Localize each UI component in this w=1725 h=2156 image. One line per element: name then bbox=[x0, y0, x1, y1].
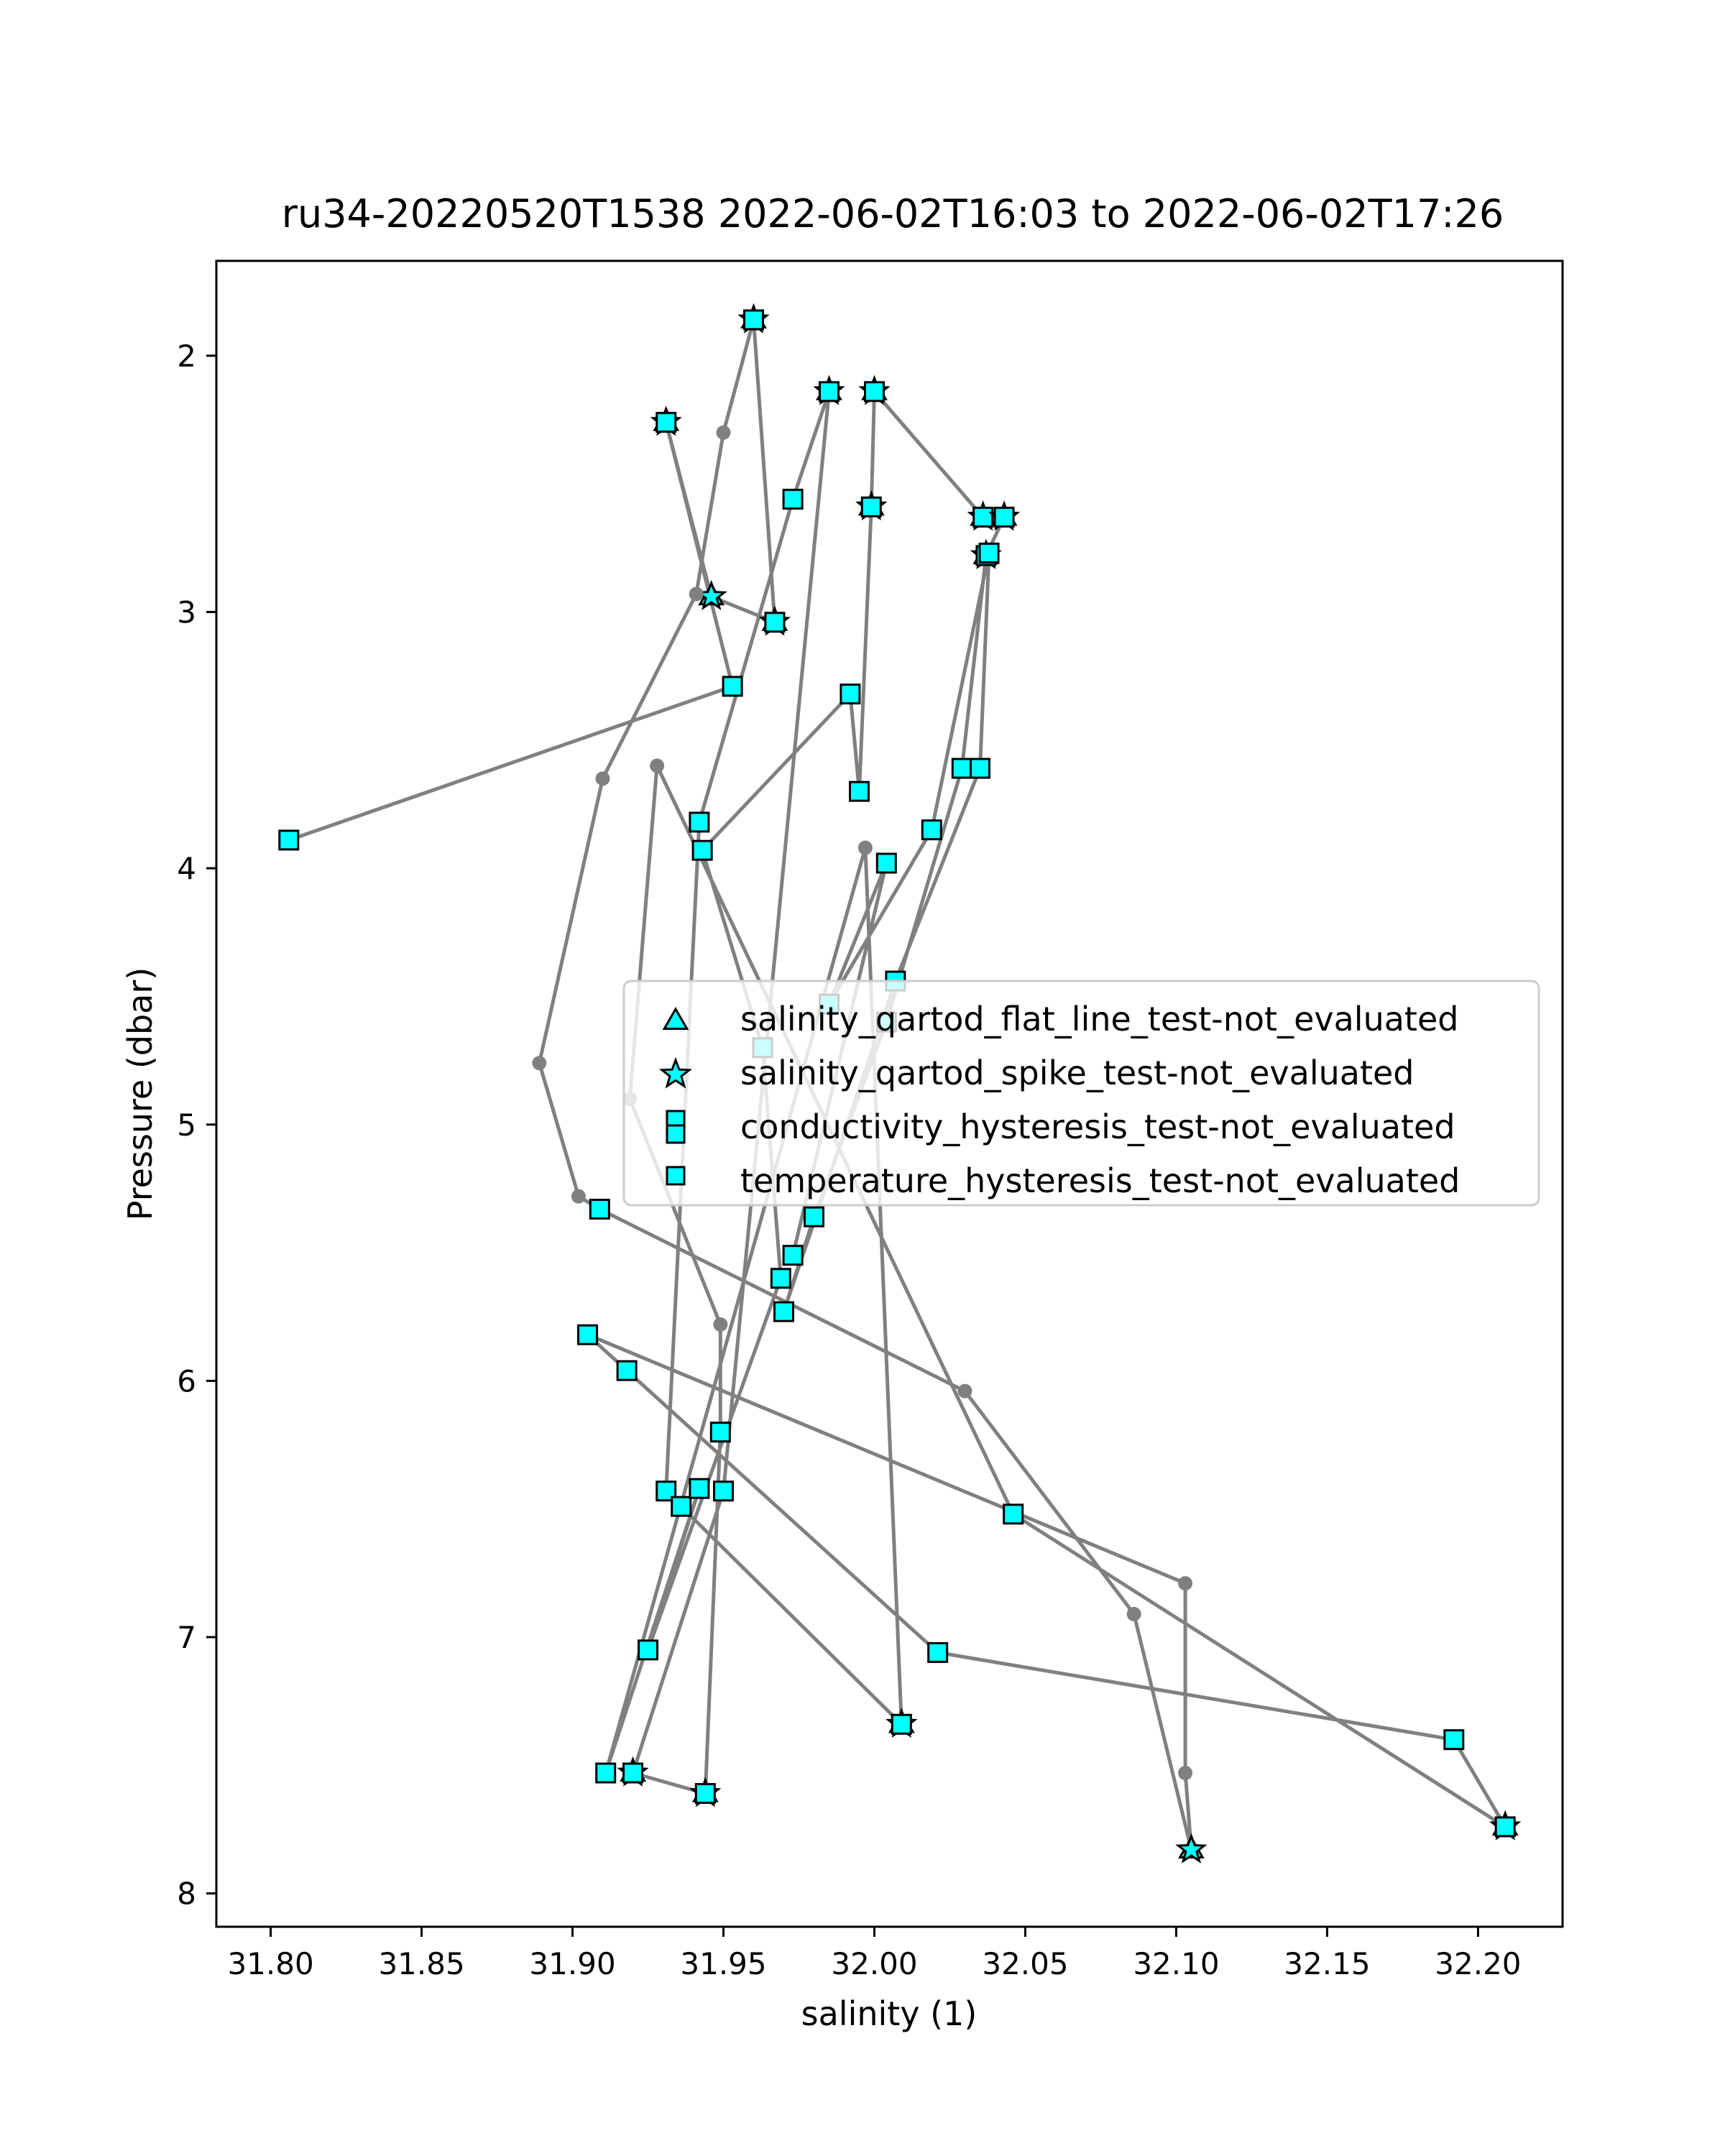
x-tick-label: 32.15 bbox=[1284, 1946, 1370, 1981]
x-axis: 31.80 31.85 31.90 31.95 32.00 32.05 32.10 32.15… bbox=[227, 1927, 1522, 1981]
hysteresis-flag-marker bbox=[804, 1206, 825, 1227]
legend-label-spike: salinity_qartod_spike_test-not_evaluated bbox=[740, 1054, 1414, 1092]
x-tick-label: 31.80 bbox=[227, 1946, 313, 1981]
y-tick-label: 2 bbox=[177, 338, 196, 374]
hysteresis-flag-marker bbox=[891, 1713, 912, 1735]
hysteresis-flag-marker bbox=[972, 507, 994, 528]
hysteresis-flag-marker bbox=[638, 1639, 659, 1661]
hysteresis-flag-marker bbox=[616, 1360, 638, 1381]
hysteresis-flag-marker bbox=[1494, 1816, 1516, 1838]
hysteresis-flag-marker bbox=[694, 1783, 716, 1805]
hysteresis-flag-marker bbox=[978, 543, 1000, 564]
legend-square-marker bbox=[666, 1166, 686, 1186]
hysteresis-flag-marker bbox=[993, 507, 1015, 528]
hysteresis-flag-marker bbox=[969, 757, 990, 779]
x-tick-label: 32.10 bbox=[1133, 1946, 1219, 1981]
hysteresis-flag-marker bbox=[1443, 1729, 1465, 1751]
hysteresis-flag-marker bbox=[860, 496, 882, 517]
hysteresis-flag-marker bbox=[1003, 1503, 1024, 1525]
hysteresis-flag-marker bbox=[589, 1198, 610, 1220]
legend: salinity_qartod_flat_line_test-not_evalu… bbox=[622, 980, 1540, 1207]
spike-flag-marker bbox=[1175, 1833, 1208, 1864]
hysteresis-flag-marker bbox=[864, 381, 886, 402]
hysteresis-flag-marker bbox=[951, 757, 972, 779]
data-point bbox=[716, 425, 731, 440]
hysteresis-flag-marker bbox=[709, 1422, 731, 1443]
hysteresis-flag-marker bbox=[782, 1245, 804, 1266]
legend-label-flat-line: salinity_qartod_flat_line_test-not_evalu… bbox=[740, 1000, 1458, 1038]
hysteresis-flag-marker bbox=[722, 676, 743, 697]
hysteresis-flag-marker bbox=[921, 819, 942, 841]
x-tick-label: 31.85 bbox=[378, 1946, 464, 1981]
hysteresis-flag-marker bbox=[656, 412, 677, 433]
legend-label-temperature: temperature_hysteresis_test-not_evaluate… bbox=[740, 1161, 1460, 1200]
y-axis-label: Pressure (dbar) bbox=[121, 967, 160, 1220]
y-tick-label: 8 bbox=[177, 1876, 196, 1912]
legend-label-conductivity: conductivity_hysteresis_test-not_evaluat… bbox=[740, 1107, 1455, 1146]
y-tick-label: 6 bbox=[177, 1363, 196, 1399]
data-point bbox=[650, 758, 665, 773]
legend-square-marker bbox=[666, 1124, 686, 1144]
hysteresis-flag-marker bbox=[849, 780, 870, 802]
x-tick-label: 32.00 bbox=[831, 1946, 917, 1981]
y-axis: 2 3 4 5 6 7 8 bbox=[177, 338, 216, 1912]
data-point bbox=[957, 1383, 972, 1399]
hysteresis-flag-marker bbox=[764, 612, 786, 633]
x-tick-label: 31.90 bbox=[529, 1946, 615, 1981]
legend-markers bbox=[658, 1006, 693, 1186]
legend-triangle-marker bbox=[662, 1006, 689, 1031]
data-point bbox=[595, 771, 610, 786]
data-point bbox=[1126, 1606, 1141, 1621]
hysteresis-flag-marker bbox=[595, 1762, 617, 1784]
y-tick-label: 7 bbox=[177, 1620, 196, 1655]
legend-frame bbox=[622, 980, 1540, 1207]
data-point bbox=[1178, 1766, 1193, 1781]
data-point bbox=[1178, 1576, 1193, 1591]
y-tick-label: 3 bbox=[177, 595, 196, 630]
hysteresis-flag-marker bbox=[875, 852, 897, 874]
hysteresis-flag-marker bbox=[622, 1762, 644, 1784]
hysteresis-flag-marker bbox=[773, 1301, 795, 1322]
hysteresis-flag-marker bbox=[689, 811, 710, 833]
x-axis-label: salinity (1) bbox=[801, 1994, 978, 2033]
plot-frame bbox=[215, 259, 1564, 1928]
hysteresis-flag-marker bbox=[927, 1641, 949, 1663]
hysteresis-flag-marker bbox=[713, 1480, 735, 1502]
hysteresis-flag-marker bbox=[577, 1324, 599, 1345]
y-tick-label: 5 bbox=[177, 1107, 196, 1143]
chart-title: ru34-20220520T1538 2022-06-02T16:03 to 2… bbox=[282, 191, 1504, 236]
hysteresis-flag-marker bbox=[743, 309, 765, 331]
hysteresis-flag-marker bbox=[782, 489, 804, 510]
hysteresis-flag-marker bbox=[691, 839, 713, 861]
hysteresis-flag-marker bbox=[278, 829, 300, 851]
hysteresis-flag-marker bbox=[770, 1268, 791, 1289]
legend-star-marker bbox=[658, 1056, 693, 1089]
x-tick-label: 31.95 bbox=[680, 1946, 766, 1981]
x-tick-label: 32.05 bbox=[982, 1946, 1068, 1981]
data-point bbox=[571, 1189, 586, 1204]
data-point bbox=[689, 586, 704, 602]
x-tick-label: 32.20 bbox=[1435, 1946, 1521, 1981]
hysteresis-flag-marker bbox=[840, 683, 861, 705]
y-tick-label: 4 bbox=[177, 851, 196, 886]
hysteresis-flag-marker bbox=[689, 1478, 710, 1499]
data-point bbox=[857, 840, 873, 855]
data-point bbox=[713, 1317, 728, 1332]
hysteresis-flag-marker bbox=[819, 381, 840, 402]
hysteresis-flag-marker bbox=[671, 1496, 692, 1517]
data-point bbox=[532, 1056, 547, 1071]
